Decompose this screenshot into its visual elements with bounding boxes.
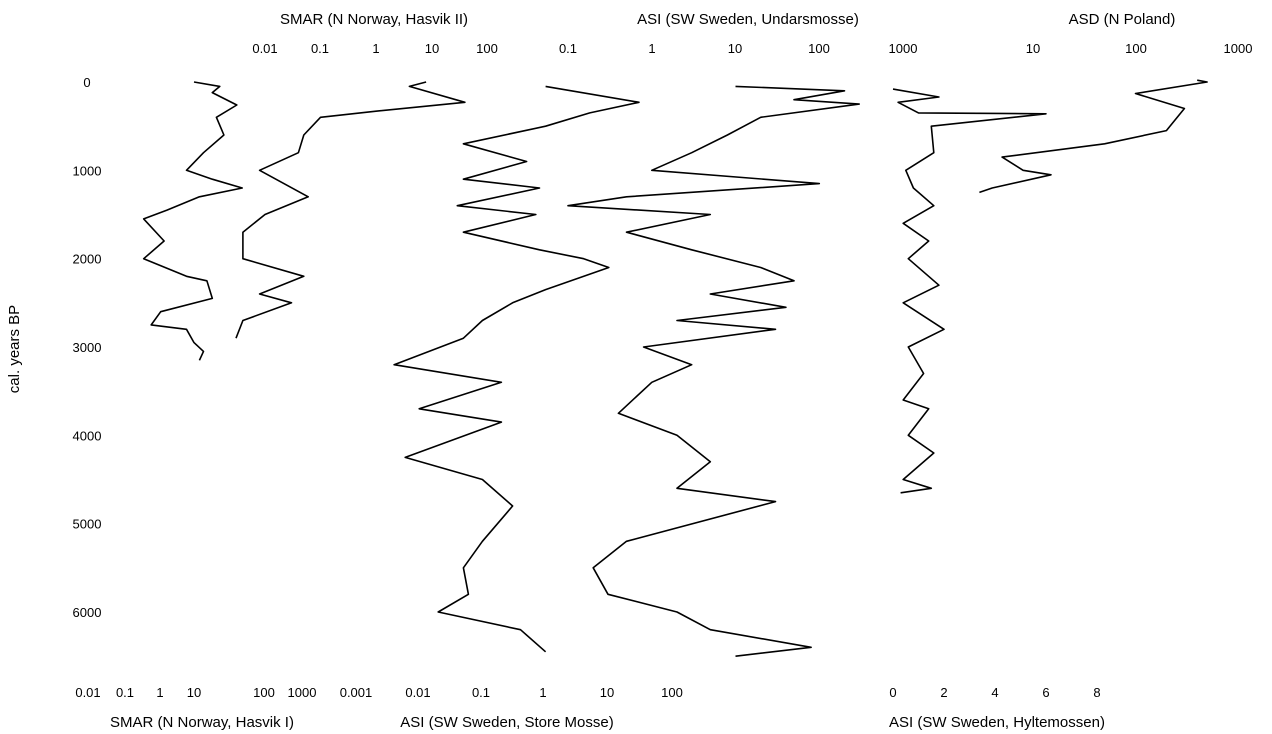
hasvik1-x-tick-label: 10 [187, 685, 201, 700]
hasvik1-x-tick-label: 100 [253, 685, 275, 700]
undarsmosse-curve [567, 85, 861, 657]
hasvik2-x-tick-label: 100 [476, 41, 498, 56]
hasvik1-x-tick-label: 0.01 [75, 685, 100, 700]
y-axis-label: cal. years BP [6, 305, 23, 393]
hasvik2-curve [235, 81, 466, 339]
y-tick-label: 3000 [73, 340, 102, 355]
store-mosse-x-tick-label: 0.01 [405, 685, 430, 700]
hasvik1-x-tick-label: 0.1 [116, 685, 134, 700]
poland-x-tick-label: 10 [1026, 41, 1040, 56]
store-mosse-x-tick-label: 0.1 [472, 685, 490, 700]
poland-x-tick-label: 100 [1125, 41, 1147, 56]
hyltemossen-x-tick-label: 2 [940, 685, 947, 700]
hyltemossen-title: ASI (SW Sweden, Hyltemossen) [889, 714, 1105, 731]
hyltemossen-x-tick-label: 4 [991, 685, 998, 700]
undarsmosse-x-tick-label: 1000 [889, 41, 918, 56]
store-mosse-x-tick-label: 10 [600, 685, 614, 700]
y-tick-label: 2000 [73, 252, 102, 267]
hasvik2-x-tick-label: 10 [425, 41, 439, 56]
top-axis-tick-labels: 0.01 0.1 1 10 100 0.1 1 10 100 1000 10 100 1000 [252, 41, 1252, 56]
poland-x-tick-label: 1000 [1224, 41, 1253, 56]
store-mosse-curve [393, 85, 640, 653]
hasvik2-x-tick-label: 0.01 [252, 41, 277, 56]
undarsmosse-x-tick-label: 100 [808, 41, 830, 56]
y-tick-label: 4000 [73, 428, 102, 443]
hyltemossen-x-tick-label: 6 [1042, 685, 1049, 700]
hasvik2-x-tick-label: 0.1 [311, 41, 329, 56]
y-tick-label: 1000 [73, 163, 102, 178]
poland-title: ASD (N Poland) [1069, 11, 1176, 28]
hyltemossen-x-tick-label: 8 [1093, 685, 1100, 700]
undarsmosse-title: ASI (SW Sweden, Undarsmosse) [637, 11, 859, 28]
undarsmosse-x-tick-label: 1 [648, 41, 655, 56]
hasvik2-x-tick-label: 1 [372, 41, 379, 56]
y-tick-label: 5000 [73, 517, 102, 532]
store-mosse-x-tick-label: 100 [661, 685, 683, 700]
hasvik1-x-tick-label: 1 [156, 685, 163, 700]
y-tick-label: 0 [83, 75, 90, 90]
poland-curve [979, 79, 1208, 194]
y-tick-labels: 0 1000 2000 3000 4000 5000 6000 [73, 75, 102, 620]
store-mosse-title: ASI (SW Sweden, Store Mosse) [400, 714, 613, 731]
bottom-axis-tick-labels: 0.01 0.1 1 10 100 1000 0.001 0.01 0.1 1 10 100 0 2 4 6 8 [75, 685, 1100, 700]
hasvik2-title: SMAR (N Norway, Hasvik II) [280, 11, 468, 28]
y-tick-label: 6000 [73, 605, 102, 620]
store-mosse-x-tick-label: 1 [539, 685, 546, 700]
proxy-curves [142, 79, 1208, 657]
hyltemossen-x-tick-label: 0 [889, 685, 896, 700]
undarsmosse-x-tick-label: 10 [728, 41, 742, 56]
hasvik1-x-tick-label: 1000 [288, 685, 317, 700]
hasvik1-curve [142, 81, 243, 361]
undarsmosse-x-tick-label: 0.1 [559, 41, 577, 56]
hasvik1-title: SMAR (N Norway, Hasvik I) [110, 714, 294, 731]
hyltemossen-curve [892, 88, 1047, 494]
store-mosse-x-tick-label: 0.001 [340, 685, 373, 700]
